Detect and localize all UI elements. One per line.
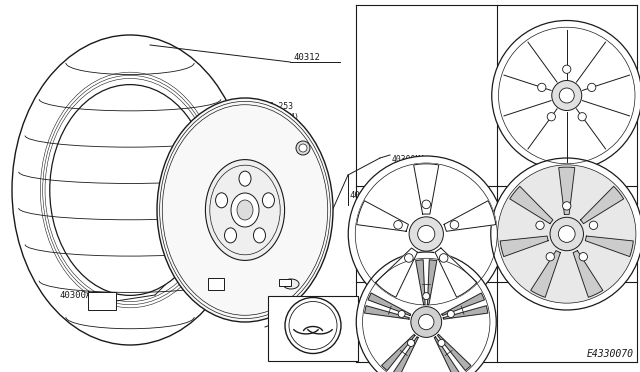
Circle shape xyxy=(398,311,405,317)
Polygon shape xyxy=(392,337,418,372)
Circle shape xyxy=(538,83,546,92)
Text: 40300MC: 40300MC xyxy=(549,265,584,274)
Text: 40300MA: 40300MA xyxy=(549,169,584,178)
Ellipse shape xyxy=(205,160,285,260)
Ellipse shape xyxy=(216,193,228,208)
Ellipse shape xyxy=(262,193,275,208)
Polygon shape xyxy=(435,248,477,297)
Polygon shape xyxy=(376,248,417,297)
Ellipse shape xyxy=(225,228,237,243)
Ellipse shape xyxy=(299,144,307,152)
Circle shape xyxy=(558,226,575,243)
Circle shape xyxy=(423,293,429,299)
Text: E4330070: E4330070 xyxy=(587,349,634,359)
Polygon shape xyxy=(368,293,411,315)
Circle shape xyxy=(546,253,554,261)
Polygon shape xyxy=(559,167,575,214)
Circle shape xyxy=(440,254,448,262)
Circle shape xyxy=(419,314,434,330)
Circle shape xyxy=(579,253,588,261)
Circle shape xyxy=(348,156,504,312)
Circle shape xyxy=(418,225,435,243)
Polygon shape xyxy=(356,201,408,231)
Circle shape xyxy=(550,217,584,251)
Polygon shape xyxy=(438,334,471,371)
Text: SEC.253
(40700M): SEC.253 (40700M) xyxy=(260,102,299,122)
Circle shape xyxy=(563,202,571,210)
Circle shape xyxy=(536,221,544,230)
Text: 40300MA
40300MB
40300MC
40300MD: 40300MA 40300MB 40300MC 40300MD xyxy=(392,155,426,195)
Circle shape xyxy=(492,20,640,170)
Text: 40300AA: 40300AA xyxy=(60,291,98,299)
Text: 40300MB: 40300MB xyxy=(409,265,444,274)
Circle shape xyxy=(552,80,582,110)
FancyBboxPatch shape xyxy=(208,278,224,290)
Polygon shape xyxy=(510,186,553,224)
Circle shape xyxy=(547,113,556,121)
Circle shape xyxy=(447,311,454,317)
Circle shape xyxy=(578,113,586,121)
Ellipse shape xyxy=(239,171,251,186)
Polygon shape xyxy=(381,334,415,371)
Polygon shape xyxy=(580,186,623,224)
Polygon shape xyxy=(586,236,633,257)
Polygon shape xyxy=(416,260,425,305)
Ellipse shape xyxy=(237,200,253,220)
Ellipse shape xyxy=(157,98,333,322)
Polygon shape xyxy=(531,251,561,297)
Circle shape xyxy=(497,165,636,303)
Circle shape xyxy=(409,217,444,251)
Polygon shape xyxy=(500,236,548,257)
Ellipse shape xyxy=(253,228,266,243)
Circle shape xyxy=(411,307,442,337)
Circle shape xyxy=(404,254,413,262)
Polygon shape xyxy=(365,306,409,319)
Polygon shape xyxy=(428,260,436,305)
Circle shape xyxy=(491,158,640,310)
Circle shape xyxy=(422,200,431,209)
Ellipse shape xyxy=(296,141,310,155)
Bar xyxy=(268,296,358,361)
FancyBboxPatch shape xyxy=(88,292,116,310)
Circle shape xyxy=(285,298,341,353)
Polygon shape xyxy=(573,251,603,297)
Circle shape xyxy=(589,221,598,230)
Polygon shape xyxy=(444,306,488,319)
Text: 40310A: 40310A xyxy=(350,190,382,199)
Circle shape xyxy=(588,83,596,92)
Circle shape xyxy=(559,88,574,103)
Circle shape xyxy=(450,221,459,229)
Circle shape xyxy=(356,252,496,372)
Text: 40300MD: 40300MD xyxy=(409,350,444,359)
Text: 40300A: 40300A xyxy=(193,267,225,276)
Polygon shape xyxy=(435,337,460,372)
Ellipse shape xyxy=(231,193,259,227)
Ellipse shape xyxy=(12,35,248,345)
Polygon shape xyxy=(442,293,484,315)
Ellipse shape xyxy=(283,279,299,289)
Circle shape xyxy=(394,221,403,229)
Polygon shape xyxy=(413,164,439,214)
FancyBboxPatch shape xyxy=(279,279,291,286)
Circle shape xyxy=(408,340,415,346)
Ellipse shape xyxy=(50,84,210,295)
Circle shape xyxy=(438,340,445,346)
Text: 40343: 40343 xyxy=(294,336,321,344)
Polygon shape xyxy=(444,201,496,231)
Circle shape xyxy=(563,65,571,73)
Text: 40312: 40312 xyxy=(293,54,320,62)
